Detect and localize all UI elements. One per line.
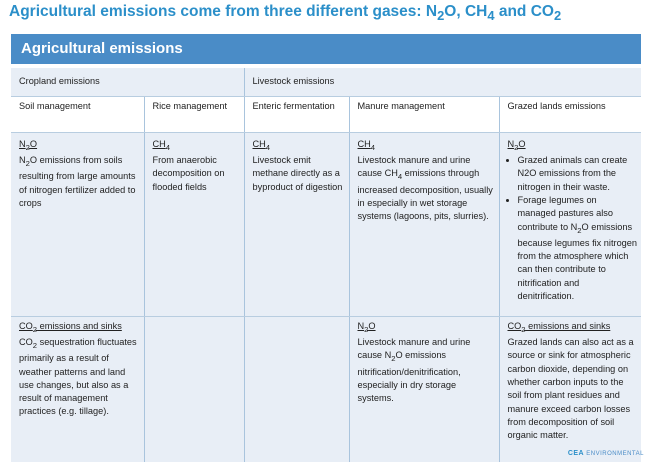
- cell-text: Livestock emit methane directly as a byp…: [253, 155, 343, 192]
- grazed-co2-cell: CO2 emissions and sinks Grazed lands can…: [499, 317, 641, 462]
- manure-management-header: Manure management: [349, 97, 499, 133]
- cell-text: Grazed lands can also act as a source or…: [508, 337, 634, 440]
- enteric-fermentation-header: Enteric fermentation: [244, 97, 349, 133]
- soil-co2-cell: CO2 emissions and sinks CO2 sequestratio…: [11, 317, 144, 462]
- enteric-ch4-cell: CH4 Livestock emit methane directly as a…: [244, 133, 349, 317]
- category-row: Cropland emissions Livestock emissions: [11, 68, 641, 97]
- cea-logo: CEA ENVIRONMENTAL: [568, 451, 644, 457]
- soil-n2o-cell: N2O N2O emissions from soils resulting f…: [11, 133, 144, 317]
- emissions-table: Cropland emissions Livestock emissions S…: [11, 68, 641, 462]
- manure-n2o-cell: N2O Livestock manure and urine cause N2O…: [349, 317, 499, 462]
- cell-heading: N2O: [358, 320, 495, 336]
- bullet-list: Grazed animals can create N2O emissions …: [508, 154, 638, 303]
- cell-text: N2O emissions from soils resulting from …: [19, 155, 135, 208]
- grazed-n2o-cell: N2O Grazed animals can create N2O emissi…: [499, 133, 641, 317]
- main-row: N2O N2O emissions from soils resulting f…: [11, 133, 641, 317]
- subheader-row: Soil management Rice management Enteric …: [11, 97, 641, 133]
- table-banner: Agricultural emissions: [11, 34, 641, 64]
- livestock-category: Livestock emissions: [244, 68, 641, 97]
- list-item: Forage legumes on managed pastures also …: [518, 194, 638, 303]
- cell-heading: CO2 emissions and sinks: [508, 320, 638, 336]
- empty-cell: [144, 317, 244, 462]
- cell-text: From anaerobic decomposition on flooded …: [153, 155, 225, 192]
- cropland-category: Cropland emissions: [11, 68, 244, 97]
- cell-heading: N2O: [19, 138, 140, 154]
- manure-ch4-cell: CH4 Livestock manure and urine cause CH4…: [349, 133, 499, 317]
- cell-heading: CH4: [358, 138, 495, 154]
- rice-ch4-cell: CH4 From anaerobic decomposition on floo…: [144, 133, 244, 317]
- cell-text: Livestock manure and urine cause CH4 emi…: [358, 155, 493, 221]
- cell-heading: CH4: [253, 138, 345, 154]
- cell-heading: N2O: [508, 138, 638, 154]
- empty-cell: [244, 317, 349, 462]
- list-item: Grazed animals can create N2O emissions …: [518, 154, 638, 194]
- cell-heading: CO2 emissions and sinks: [19, 320, 140, 336]
- page-title: Agricultural emissions come from three d…: [9, 2, 649, 26]
- cell-heading: CH4: [153, 138, 240, 154]
- cell-text: Livestock manure and urine cause N2O emi…: [358, 337, 471, 403]
- soil-management-header: Soil management: [11, 97, 144, 133]
- grazed-lands-header: Grazed lands emissions: [499, 97, 641, 133]
- lower-row: CO2 emissions and sinks CO2 sequestratio…: [11, 317, 641, 462]
- cell-text: CO2 sequestration fluctuates primarily a…: [19, 337, 137, 416]
- rice-management-header: Rice management: [144, 97, 244, 133]
